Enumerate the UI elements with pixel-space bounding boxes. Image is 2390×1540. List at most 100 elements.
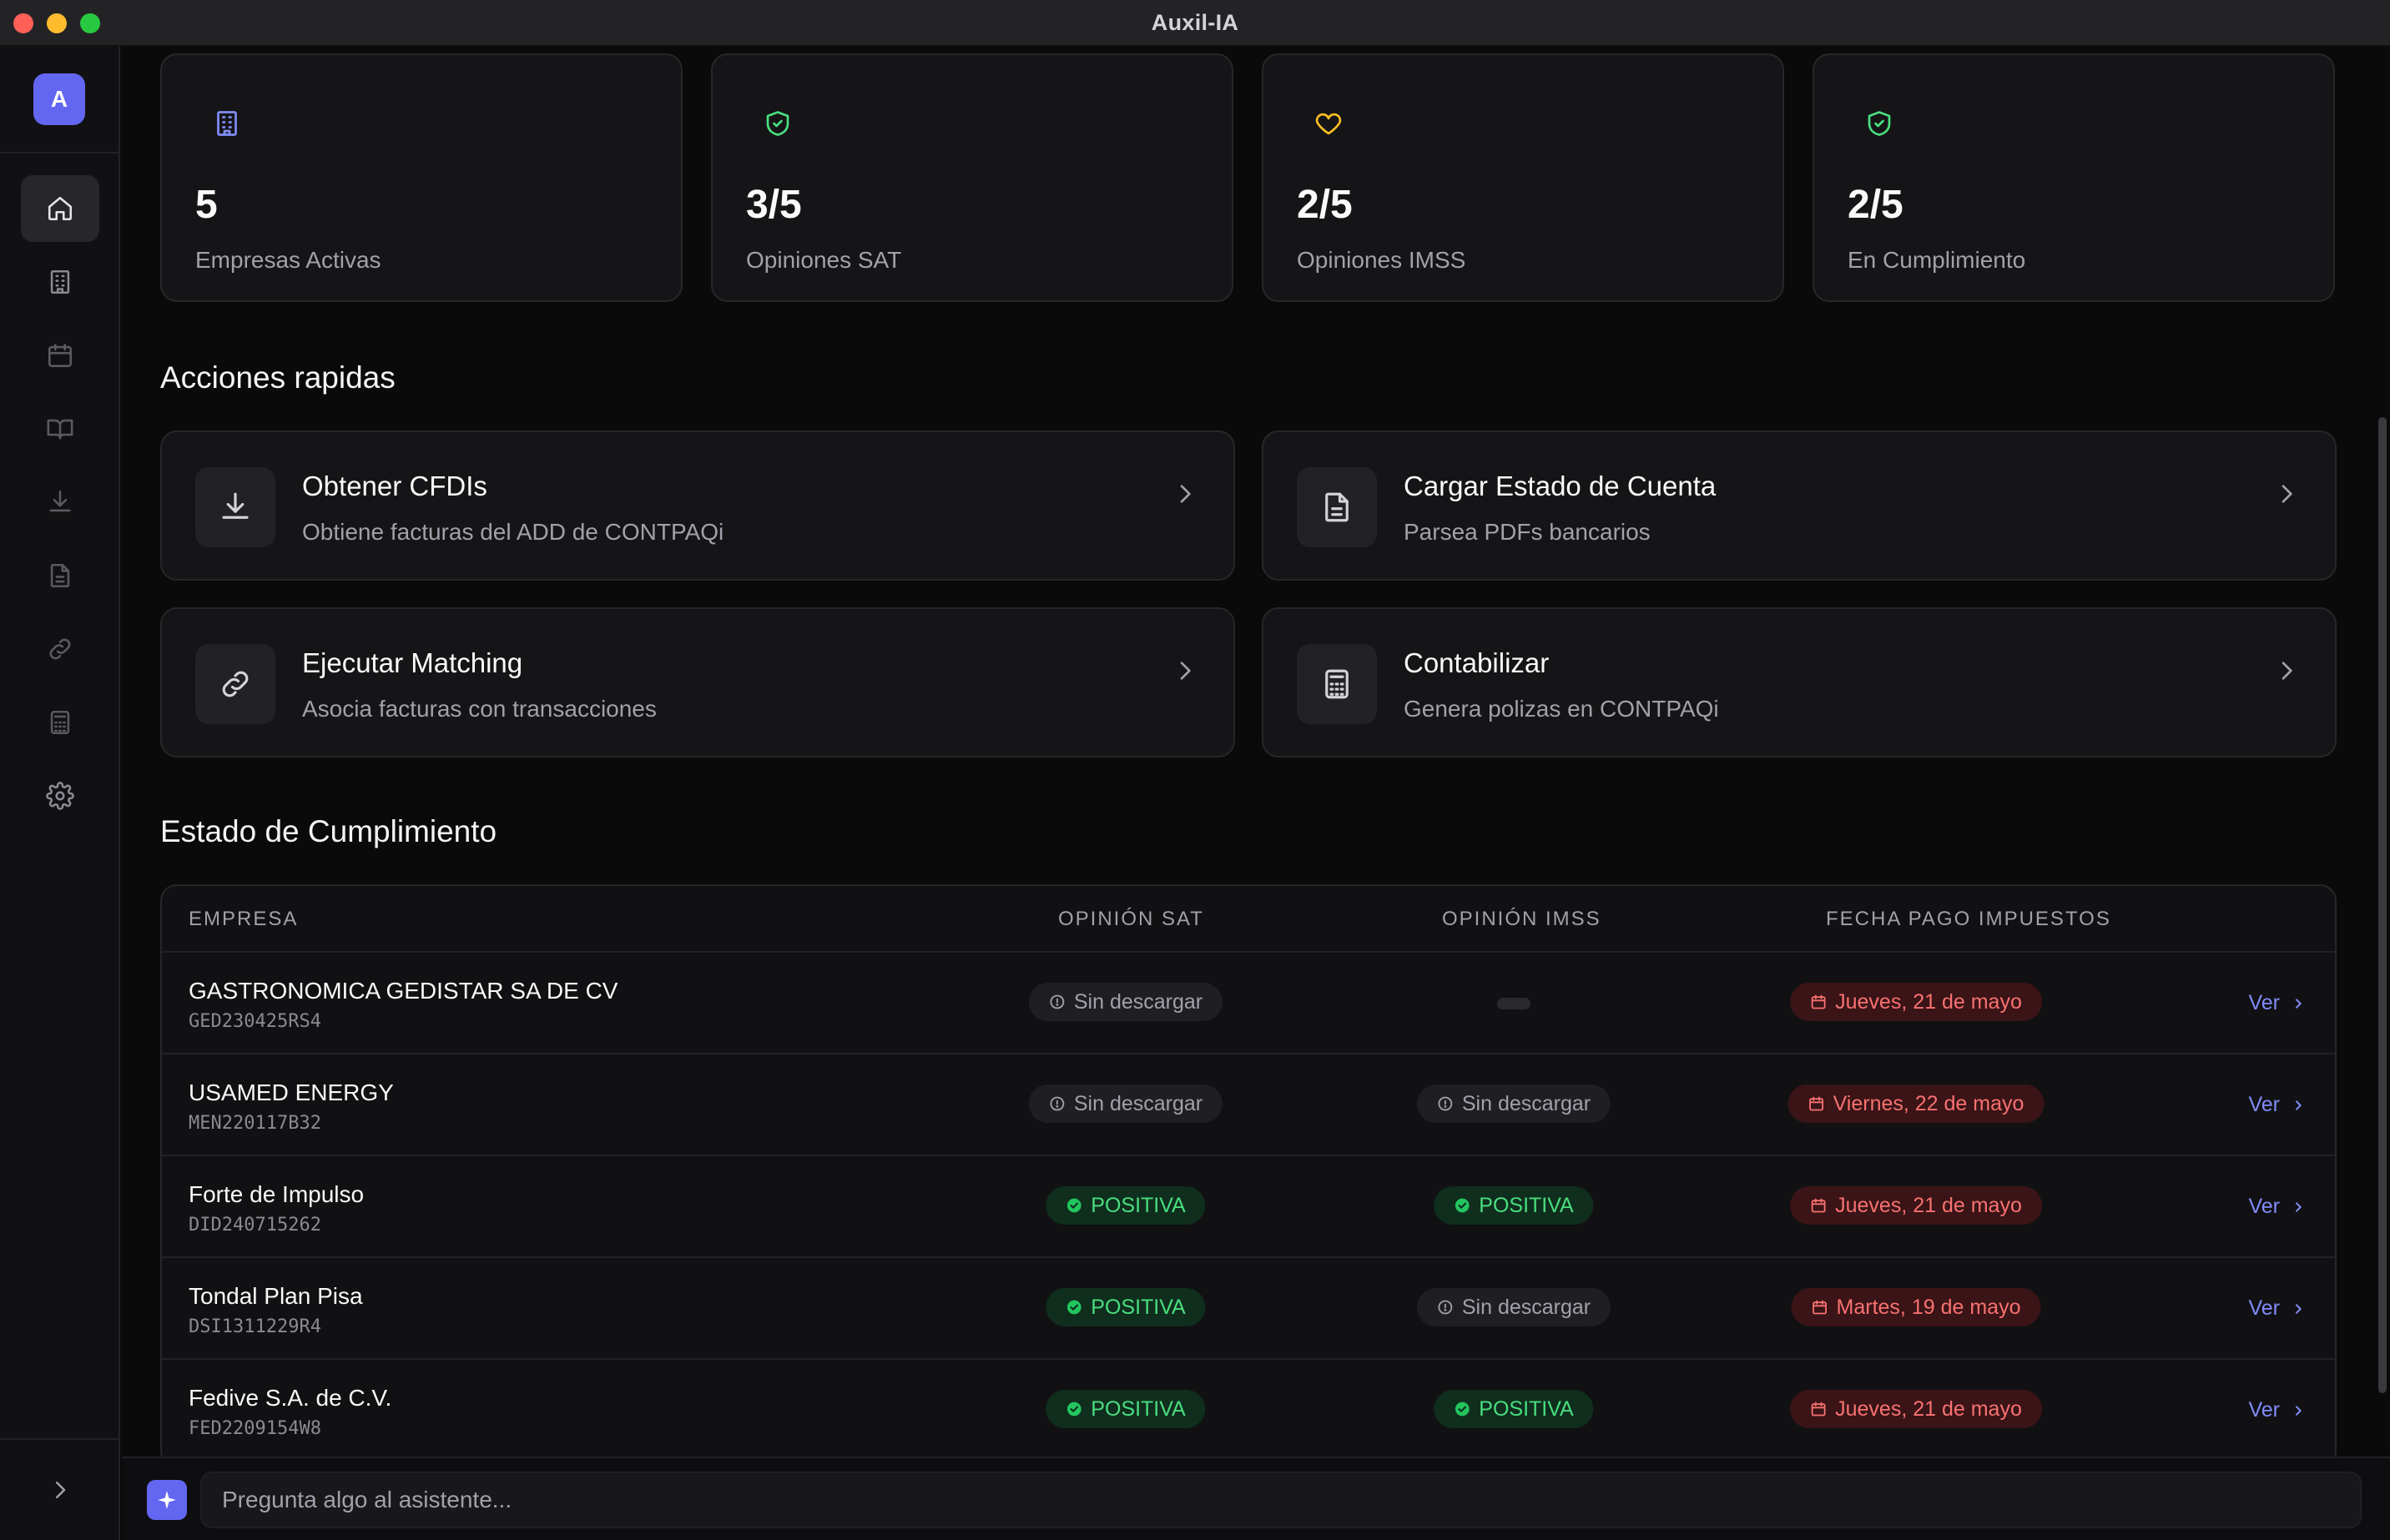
building-icon xyxy=(217,111,237,136)
company-name: GASTRONOMICA GEDISTAR SA DE CV xyxy=(189,978,618,1004)
view-button[interactable]: Ver xyxy=(2248,1296,2305,1321)
sat-status-badge: Sin descargar xyxy=(1028,983,1223,1021)
badge-text: Sin descargar xyxy=(1073,1091,1203,1115)
assistant-input[interactable] xyxy=(200,1472,2362,1528)
tax-date-badge: Martes, 19 de mayo xyxy=(1791,1288,2041,1326)
sat-status-badge: POSITIVA xyxy=(1046,1288,1206,1326)
book-icon xyxy=(47,419,73,440)
calculator-icon xyxy=(1325,669,1349,699)
action-title: Ejecutar Matching xyxy=(302,647,523,678)
download-icon xyxy=(222,492,249,519)
table-row[interactable]: Fedive S.A. de C.V. FED2209154W8 POSITIVA P… xyxy=(162,1360,2335,1457)
action-title: Cargar Estado de Cuenta xyxy=(1404,471,1717,501)
stat-value: 2/5 xyxy=(1848,183,1903,227)
badge-text: Sin descargar xyxy=(1461,1091,1591,1115)
sidebar-item-home[interactable] xyxy=(21,175,99,242)
sidebar-brand: A xyxy=(0,47,118,153)
sat-status-badge: POSITIVA xyxy=(1046,1186,1206,1225)
col-header-sat: OPINIÓN SAT xyxy=(1058,908,1204,930)
sidebar-item-configuracion[interactable] xyxy=(21,762,99,829)
clock-icon xyxy=(1050,1096,1065,1111)
sidebar: A xyxy=(0,47,120,1540)
company-rfc: GED230425RS4 xyxy=(189,1011,321,1032)
sidebar-expand-button[interactable] xyxy=(0,1438,120,1540)
imss-status-badge: POSITIVA xyxy=(1434,1186,1594,1225)
view-label: Ver xyxy=(2248,1296,2280,1320)
download-icon xyxy=(49,490,71,512)
action-icon-box xyxy=(195,644,275,724)
sidebar-item-contabilidad[interactable] xyxy=(21,689,99,756)
view-button[interactable]: Ver xyxy=(2248,1093,2305,1117)
table-row[interactable]: Forte de Impulso DID240715262 POSITIVA POSI… xyxy=(162,1156,2335,1258)
tax-date-badge: Jueves, 21 de mayo xyxy=(1790,1390,2042,1428)
check-circle-icon xyxy=(1066,1300,1082,1315)
clock-icon xyxy=(1438,1300,1453,1315)
badge-text: Sin descargar xyxy=(1073,989,1203,1014)
stat-value: 2/5 xyxy=(1297,183,1353,227)
calendar-icon xyxy=(1811,1402,1826,1417)
stat-label: Opiniones SAT xyxy=(746,247,902,273)
company-name: Fedive S.A. de C.V. xyxy=(189,1385,392,1411)
table-row[interactable]: Tondal Plan Pisa DSI1311229R4 POSITIVA Sin … xyxy=(162,1258,2335,1360)
maximize-window-button[interactable] xyxy=(80,13,100,33)
assistant-button[interactable] xyxy=(147,1480,187,1520)
imss-status-badge: Sin descargar xyxy=(1416,1288,1611,1326)
action-description: Genera polizas en CONTPAQi xyxy=(1404,696,1719,722)
company-rfc: FED2209154W8 xyxy=(189,1418,321,1439)
action-cargar-estado-cuenta[interactable]: Cargar Estado de Cuenta Parsea PDFs banc… xyxy=(1262,430,2337,581)
view-label: Ver xyxy=(2248,1398,2280,1422)
company-rfc: DSI1311229R4 xyxy=(189,1316,321,1337)
sidebar-item-documentos[interactable] xyxy=(21,542,99,609)
stat-card-cumplimiento: 2/5 En Cumplimiento xyxy=(1813,53,2335,302)
action-contabilizar[interactable]: Contabilizar Genera polizas en CONTPAQi xyxy=(1262,607,2337,757)
avatar[interactable]: A xyxy=(33,73,85,125)
close-window-button[interactable] xyxy=(13,13,33,33)
table-row[interactable]: GASTRONOMICA GEDISTAR SA DE CV GED230425R… xyxy=(162,953,2335,1054)
action-obtener-cfdis[interactable]: Obtener CFDIs Obtiene facturas del ADD d… xyxy=(160,430,1235,581)
sidebar-item-descargas[interactable] xyxy=(21,469,99,536)
chevron-right-icon xyxy=(1180,662,1191,680)
stat-card-opiniones-imss: 2/5 Opiniones IMSS xyxy=(1262,53,1784,302)
minimize-window-button[interactable] xyxy=(47,13,67,33)
sidebar-item-empresas[interactable] xyxy=(21,249,99,315)
sidebar-item-libros[interactable] xyxy=(21,395,99,462)
badge-text: Sin descargar xyxy=(1461,1295,1591,1319)
compliance-table: EMPRESA OPINIÓN SAT OPINIÓN IMSS FECHA P… xyxy=(160,884,2337,1457)
action-icon-box xyxy=(195,467,275,547)
window-title: Auxil-IA xyxy=(1151,9,1239,35)
badge-text: POSITIVA xyxy=(1091,1295,1186,1319)
sat-status-badge: POSITIVA xyxy=(1046,1390,1206,1428)
col-header-fecha: FECHA PAGO IMPUESTOS xyxy=(1826,908,2111,930)
sidebar-item-calendario[interactable] xyxy=(21,322,99,389)
shield-check-icon xyxy=(766,111,789,136)
badge-text: POSITIVA xyxy=(1091,1193,1186,1217)
chevron-right-icon xyxy=(2282,485,2292,503)
company-name: Tondal Plan Pisa xyxy=(189,1283,363,1309)
view-button[interactable]: Ver xyxy=(2248,1398,2305,1422)
link-icon xyxy=(49,638,71,660)
scrollbar[interactable] xyxy=(2378,417,2387,1393)
view-button[interactable]: Ver xyxy=(2248,991,2305,1015)
sidebar-item-matching[interactable] xyxy=(21,616,99,682)
col-header-empresa: EMPRESA xyxy=(189,908,299,930)
chevron-right-icon xyxy=(2296,1303,2302,1314)
calendar-icon xyxy=(1811,1198,1826,1213)
company-name: USAMED ENERGY xyxy=(189,1080,394,1105)
table-row[interactable]: USAMED ENERGY MEN220117B32 Sin descargar Si… xyxy=(162,1054,2335,1156)
calculator-icon xyxy=(50,710,70,735)
chevron-right-icon xyxy=(2296,1201,2302,1212)
window-titlebar: Auxil-IA xyxy=(0,0,2390,47)
tax-date-text: Martes, 19 de mayo xyxy=(1836,1295,2021,1319)
action-ejecutar-matching[interactable]: Ejecutar Matching Asocia facturas con tr… xyxy=(160,607,1235,757)
chevron-right-icon xyxy=(2296,1405,2302,1416)
chevron-right-icon xyxy=(2282,662,2292,680)
calendar-icon xyxy=(1813,1300,1827,1315)
shield-check-icon xyxy=(1868,111,1891,136)
badge-text: POSITIVA xyxy=(1479,1193,1574,1217)
action-icon-box xyxy=(1297,467,1377,547)
clock-icon xyxy=(1438,1096,1453,1111)
home-icon xyxy=(48,196,73,221)
file-text-icon xyxy=(50,563,70,588)
view-button[interactable]: Ver xyxy=(2248,1195,2305,1219)
action-description: Parsea PDFs bancarios xyxy=(1404,519,1651,545)
